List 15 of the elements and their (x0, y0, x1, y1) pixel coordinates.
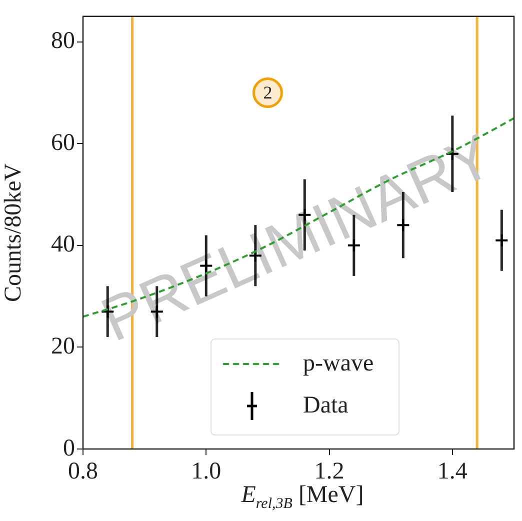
legend-label: p-wave (303, 350, 374, 376)
y-tick-label: 0 (63, 435, 75, 462)
y-axis-title: Counts/80keV (0, 162, 27, 302)
y-tick-label: 40 (51, 232, 75, 258)
x-tick-label: 0.8 (68, 458, 98, 485)
x-axis-title: E$_{rel,3B}$ [MeV] (241, 482, 364, 512)
y-tick-label: 60 (51, 130, 75, 156)
x-tick-label: 1.4 (437, 458, 468, 485)
y-tick-label: 80 (51, 28, 75, 54)
y-tick-label: 20 (51, 334, 75, 360)
legend-label: Data (303, 392, 349, 418)
annotation: 2 (263, 82, 272, 102)
point (494, 233, 509, 248)
x-tick-label: 1.0 (191, 458, 222, 485)
x-tick-label: 1.2 (314, 458, 344, 485)
